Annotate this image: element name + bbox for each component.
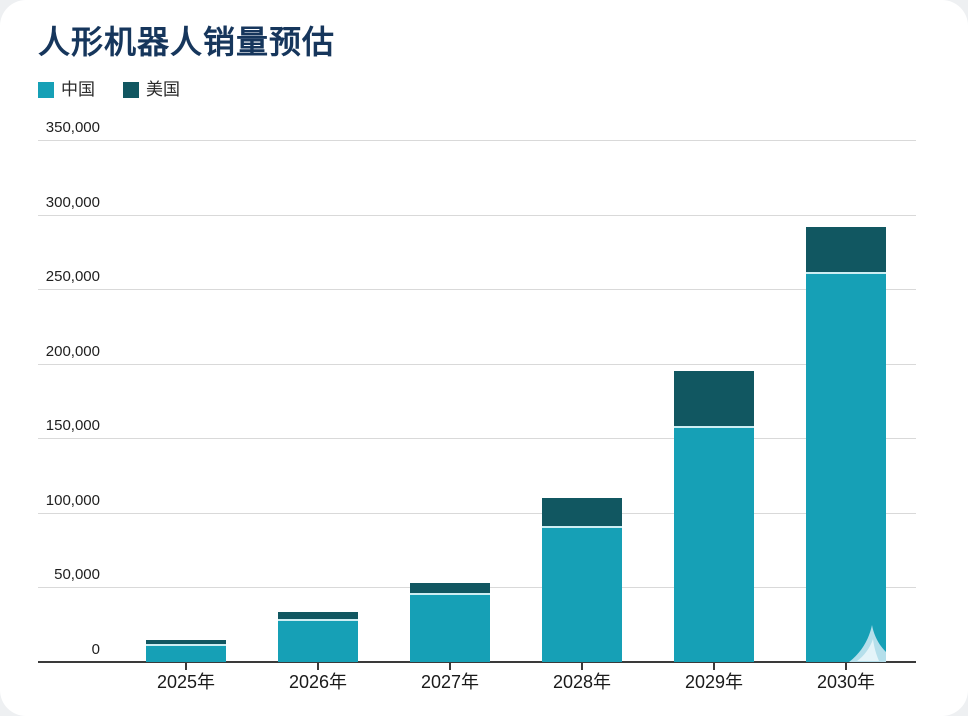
- legend: 中国 美国: [38, 80, 180, 100]
- bar-segment-china-2027[interactable]: [410, 594, 490, 662]
- axis-tick: [185, 662, 187, 670]
- x-axis-label: 2028年: [552, 672, 612, 692]
- bar-2027: [410, 582, 490, 662]
- bar-segment-china-2029[interactable]: [674, 427, 754, 662]
- axis-tick: [713, 662, 715, 670]
- bar-2030: [806, 226, 886, 662]
- bar-segment-us-2028[interactable]: [542, 497, 622, 528]
- x-axis-label: 2026年: [288, 672, 348, 692]
- legend-label-china: 中国: [61, 80, 95, 99]
- x-axis-label: 2029年: [684, 672, 744, 692]
- bar-segment-china-2030[interactable]: [806, 274, 886, 662]
- legend-label-us: 美国: [146, 80, 180, 99]
- bar-segment-us-2030[interactable]: [806, 226, 886, 275]
- bar-segment-china-2028[interactable]: [542, 527, 622, 662]
- bar-segment-china-2026[interactable]: [278, 620, 358, 662]
- bar-segment-us-2026[interactable]: [278, 612, 358, 621]
- bar-segment-us-2027[interactable]: [410, 582, 490, 595]
- bar-2025: [146, 639, 226, 662]
- gridline: [38, 438, 916, 440]
- chart-title: 人形机器人销量预估: [38, 24, 336, 60]
- y-axis-label: 250,000: [45, 268, 100, 286]
- bar-2028: [542, 497, 622, 662]
- y-axis-label: 0: [91, 641, 100, 658]
- y-axis-label: 300,000: [45, 193, 100, 211]
- x-axis-label: 2027年: [420, 672, 480, 692]
- legend-swatch-china: [38, 82, 54, 98]
- x-axis-label: 2030年: [816, 672, 876, 692]
- gridline: [38, 140, 916, 141]
- axis-tick: [581, 662, 583, 670]
- axis-tick: [317, 662, 319, 670]
- bar-2029: [674, 371, 754, 662]
- gridline: [38, 289, 916, 291]
- x-axis-line: [38, 661, 916, 663]
- y-axis-label: 200,000: [45, 342, 100, 360]
- y-axis-label: 150,000: [45, 417, 100, 435]
- axis-tick: [449, 662, 451, 670]
- legend-swatch-us: [123, 82, 139, 98]
- gridline: [38, 512, 916, 514]
- bar-segment-china-2025[interactable]: [146, 645, 226, 662]
- axis-tick: [845, 662, 847, 670]
- gridline: [38, 363, 916, 365]
- bar-segment-us-2029[interactable]: [674, 371, 754, 428]
- y-axis-label: 100,000: [45, 491, 100, 509]
- bar-segment-us-2025[interactable]: [146, 639, 226, 646]
- bar-2026: [278, 612, 358, 662]
- x-axis-label: 2025年: [156, 672, 216, 692]
- legend-item-china[interactable]: 中国: [38, 81, 95, 99]
- y-axis-label: 50,000: [54, 566, 100, 584]
- gridline: [38, 214, 916, 216]
- y-axis-label: 350,000: [45, 119, 100, 136]
- legend-item-us[interactable]: 美国: [123, 81, 180, 99]
